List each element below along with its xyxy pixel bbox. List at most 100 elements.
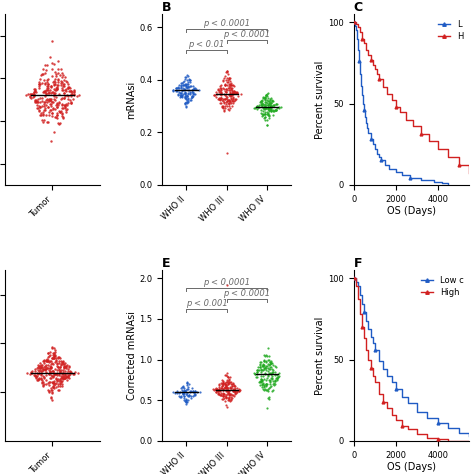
Point [183, 98, 191, 106]
Point [179, 383, 187, 390]
Point [219, 103, 226, 110]
Point [181, 92, 189, 100]
Point [53, 85, 61, 92]
Point [188, 93, 195, 101]
Point [67, 99, 75, 107]
Point [263, 380, 270, 387]
Point [184, 94, 191, 102]
Point [252, 104, 259, 111]
Point [229, 388, 237, 395]
Point [221, 380, 228, 387]
Point [55, 101, 62, 109]
Point [226, 91, 233, 99]
Point [48, 367, 56, 374]
Point [43, 67, 50, 74]
Point [61, 102, 69, 110]
Point [230, 382, 237, 390]
Point [45, 357, 52, 365]
Point [33, 369, 41, 377]
Point [227, 81, 234, 89]
Point [31, 86, 38, 94]
Point [231, 386, 239, 393]
Point [260, 114, 268, 122]
Point [234, 89, 241, 96]
Point [48, 372, 56, 380]
Point [38, 379, 46, 387]
Point [27, 368, 35, 376]
Point [265, 365, 273, 373]
Point [255, 366, 263, 374]
Point [51, 370, 59, 377]
Point [67, 92, 74, 100]
Point [39, 365, 46, 373]
Point [47, 107, 55, 114]
Point [223, 68, 230, 75]
Point [24, 91, 31, 98]
Point [190, 85, 197, 92]
Point [50, 128, 57, 136]
Point [46, 365, 54, 372]
Point [50, 380, 58, 387]
Point [259, 93, 267, 101]
Point [35, 374, 43, 382]
Point [225, 84, 233, 92]
Point [222, 393, 229, 401]
Point [189, 92, 196, 100]
Point [59, 368, 67, 376]
Point [52, 348, 59, 356]
Point [258, 381, 266, 389]
Point [36, 364, 43, 372]
Text: p < 0.001: p < 0.001 [186, 299, 228, 308]
Point [252, 373, 260, 381]
Point [253, 367, 261, 374]
Point [50, 81, 58, 89]
Point [63, 373, 70, 380]
Point [60, 82, 67, 90]
Point [265, 106, 273, 113]
Point [42, 101, 50, 109]
Point [174, 84, 182, 92]
Point [43, 86, 51, 93]
Point [212, 384, 220, 392]
Point [253, 370, 261, 378]
Point [175, 81, 183, 88]
Point [217, 389, 224, 396]
Point [225, 374, 232, 381]
Legend: L, H: L, H [436, 18, 465, 42]
Text: p < 0.01: p < 0.01 [189, 40, 225, 49]
Point [268, 375, 276, 383]
Point [44, 76, 51, 84]
Point [44, 89, 52, 97]
Point [59, 358, 66, 366]
Point [219, 102, 227, 109]
Point [37, 372, 45, 379]
Point [269, 111, 276, 119]
Point [43, 365, 50, 373]
Point [46, 365, 54, 372]
Point [263, 351, 270, 359]
Point [63, 87, 70, 95]
Point [214, 387, 222, 395]
Point [195, 86, 203, 94]
Point [219, 395, 227, 403]
Point [219, 380, 227, 388]
Point [181, 100, 189, 108]
Point [215, 383, 223, 391]
Point [217, 90, 224, 98]
Point [58, 377, 65, 384]
Point [58, 84, 66, 92]
Point [216, 84, 223, 92]
Point [51, 370, 58, 378]
Point [29, 93, 37, 100]
Point [217, 82, 224, 90]
Point [54, 111, 61, 119]
Point [37, 367, 45, 375]
Point [227, 99, 234, 106]
Point [180, 387, 188, 394]
Point [49, 104, 57, 112]
Point [53, 362, 61, 370]
Point [261, 104, 268, 112]
Point [49, 355, 57, 362]
Point [262, 91, 270, 99]
Point [277, 103, 284, 111]
